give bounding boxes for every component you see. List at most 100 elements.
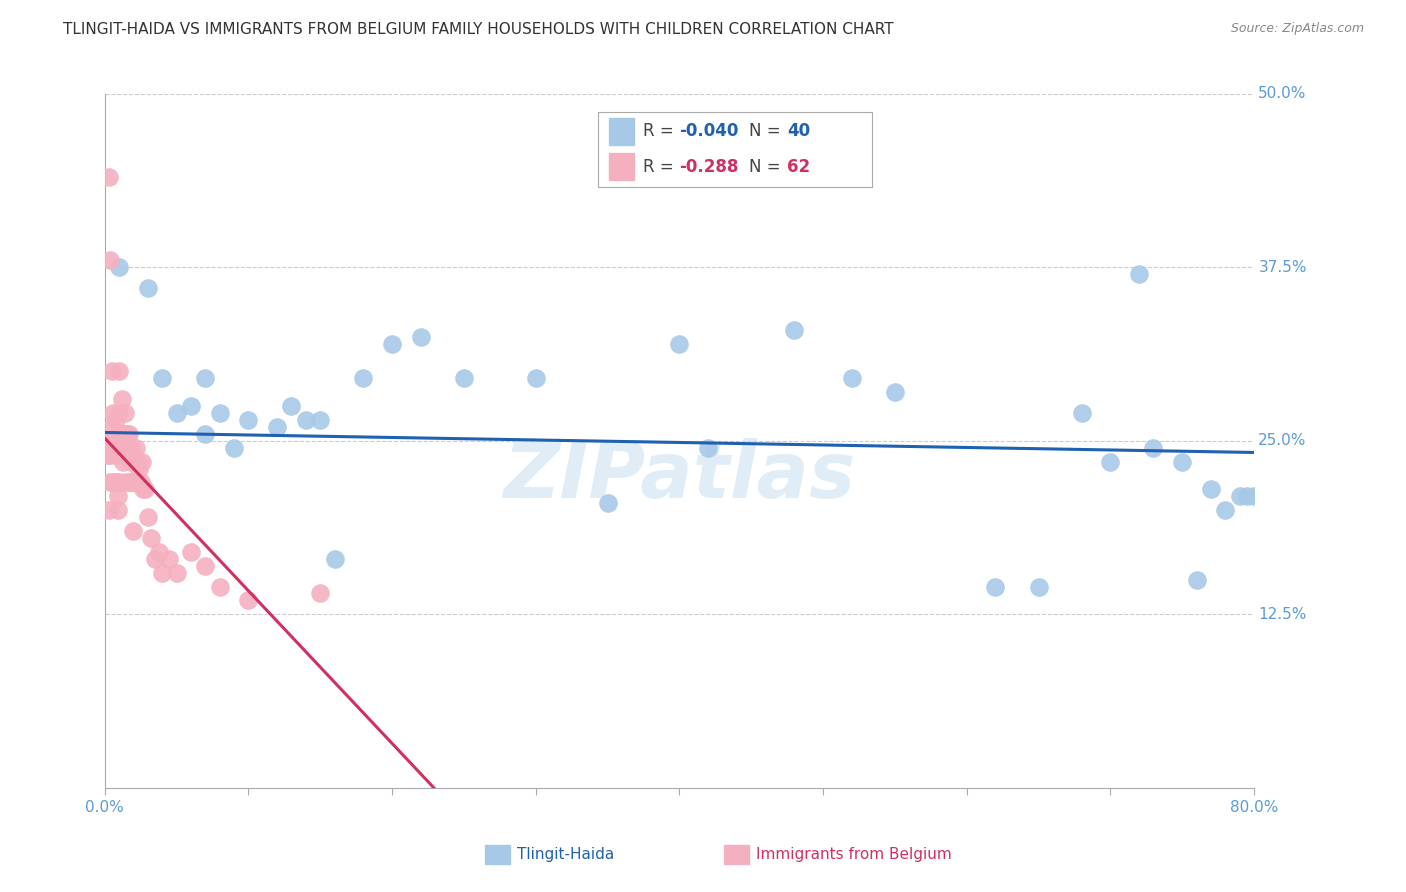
- Point: [121, 475, 143, 490]
- Point: [280, 399, 302, 413]
- Text: 37.5%: 37.5%: [1258, 260, 1306, 275]
- Point: [309, 413, 332, 427]
- Point: [697, 441, 720, 455]
- Point: [841, 371, 863, 385]
- Text: ZIPatlas: ZIPatlas: [503, 437, 855, 514]
- Point: [100, 253, 122, 268]
- Point: [783, 323, 806, 337]
- Text: -0.288: -0.288: [679, 158, 738, 176]
- Point: [180, 399, 202, 413]
- Point: [453, 371, 475, 385]
- Point: [1099, 455, 1122, 469]
- Point: [98, 503, 121, 517]
- Point: [104, 475, 127, 490]
- Point: [222, 441, 245, 455]
- Text: 62: 62: [787, 158, 810, 176]
- Text: N =: N =: [749, 122, 786, 140]
- Point: [409, 329, 432, 343]
- Point: [309, 586, 332, 600]
- Point: [111, 441, 134, 455]
- Point: [103, 448, 125, 462]
- Point: [1171, 455, 1194, 469]
- Point: [1128, 267, 1150, 281]
- Point: [136, 510, 159, 524]
- Point: [1243, 489, 1265, 503]
- Point: [132, 483, 155, 497]
- Point: [1213, 503, 1236, 517]
- Point: [104, 434, 127, 448]
- Point: [112, 455, 135, 469]
- Point: [118, 426, 141, 441]
- Point: [125, 441, 148, 455]
- Point: [117, 426, 139, 441]
- Point: [1229, 489, 1251, 503]
- Point: [129, 475, 152, 490]
- Point: [148, 545, 170, 559]
- Point: [524, 371, 547, 385]
- Point: [131, 455, 153, 469]
- Point: [122, 475, 145, 490]
- Point: [107, 503, 129, 517]
- Point: [194, 558, 217, 573]
- Point: [114, 406, 136, 420]
- Point: [98, 448, 121, 462]
- Text: 40: 40: [787, 122, 810, 140]
- Point: [117, 448, 139, 462]
- Point: [1199, 483, 1222, 497]
- Point: [120, 441, 142, 455]
- Point: [112, 426, 135, 441]
- Point: [150, 371, 173, 385]
- Text: Tlingit-Haida: Tlingit-Haida: [517, 847, 614, 862]
- Point: [115, 475, 138, 490]
- Point: [110, 426, 132, 441]
- Point: [238, 413, 260, 427]
- Point: [108, 448, 131, 462]
- Text: TLINGIT-HAIDA VS IMMIGRANTS FROM BELGIUM FAMILY HOUSEHOLDS WITH CHILDREN CORRELA: TLINGIT-HAIDA VS IMMIGRANTS FROM BELGIUM…: [63, 22, 894, 37]
- Point: [115, 426, 138, 441]
- Point: [101, 475, 124, 490]
- Point: [114, 441, 136, 455]
- Point: [150, 566, 173, 580]
- Point: [115, 441, 138, 455]
- Text: N =: N =: [749, 158, 786, 176]
- Point: [98, 170, 121, 185]
- Text: R =: R =: [643, 158, 679, 176]
- Text: R =: R =: [643, 122, 679, 140]
- Point: [111, 392, 134, 407]
- Point: [180, 545, 202, 559]
- Point: [143, 551, 166, 566]
- Text: Source: ZipAtlas.com: Source: ZipAtlas.com: [1230, 22, 1364, 36]
- Point: [1142, 441, 1164, 455]
- Point: [139, 531, 162, 545]
- Point: [194, 371, 217, 385]
- Point: [100, 475, 122, 490]
- Point: [984, 580, 1007, 594]
- Point: [166, 566, 188, 580]
- Point: [107, 441, 129, 455]
- Point: [238, 593, 260, 607]
- Point: [128, 461, 150, 475]
- Point: [352, 371, 374, 385]
- Point: [121, 448, 143, 462]
- Point: [118, 475, 141, 490]
- Point: [101, 420, 124, 434]
- Point: [108, 406, 131, 420]
- Point: [323, 551, 346, 566]
- Point: [208, 580, 231, 594]
- Point: [122, 524, 145, 538]
- Text: -0.040: -0.040: [679, 122, 738, 140]
- Point: [1070, 406, 1092, 420]
- Point: [1185, 573, 1208, 587]
- Text: Immigrants from Belgium: Immigrants from Belgium: [756, 847, 952, 862]
- Point: [108, 364, 131, 378]
- Point: [1236, 489, 1258, 503]
- Point: [105, 413, 128, 427]
- Point: [134, 483, 156, 497]
- Text: 12.5%: 12.5%: [1258, 607, 1306, 622]
- Text: 25.0%: 25.0%: [1258, 434, 1306, 449]
- Point: [883, 385, 905, 400]
- Point: [295, 413, 318, 427]
- Point: [120, 455, 142, 469]
- Text: 50.0%: 50.0%: [1258, 87, 1306, 102]
- Point: [110, 475, 132, 490]
